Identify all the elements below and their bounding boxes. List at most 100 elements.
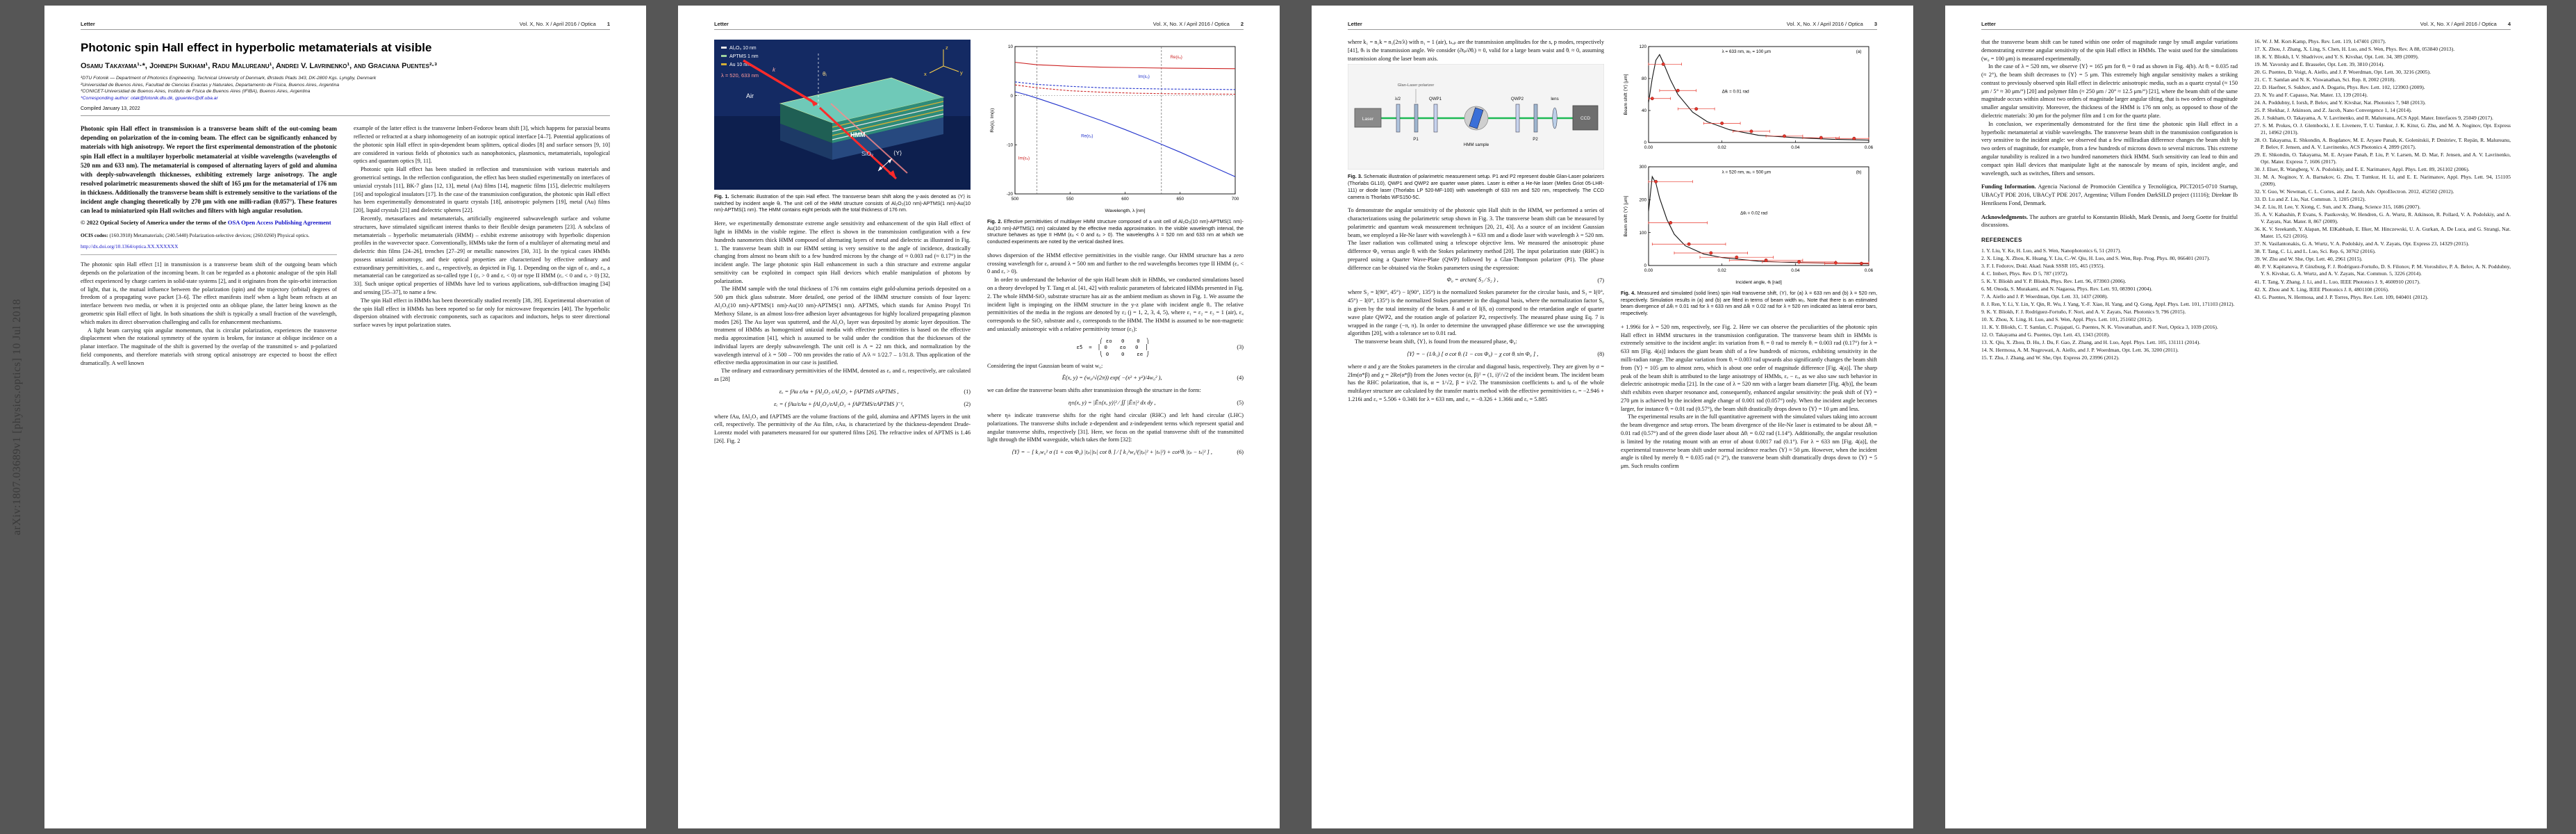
svg-text:λ = 520 nm, w₀ = 500 μm: λ = 520 nm, w₀ = 500 μm — [1722, 170, 1771, 174]
figure-4b-chart: 0.00 0.02 0.04 0.06 0 100 200 300 λ = 520 nm, w₀… — [1621, 160, 1877, 286]
block-text: The authors are grateful to Konstantin B… — [1981, 213, 2238, 229]
page-header: Letter Vol. X, No. X / April 2016 / Opti… — [1981, 21, 2511, 30]
text-block: 17. X. Zhou, J. Zhang, X. Ling, S. Chen,… — [2254, 46, 2511, 53]
block-text: Considering the input Gaussian beam of w… — [987, 362, 1103, 369]
svg-text:-10: -10 — [1007, 143, 1014, 148]
arxiv-watermark: arXiv:1807.03689v1 [physics.optics] 10 J… — [11, 299, 23, 535]
equation-number: (4) — [1237, 375, 1244, 382]
svg-text:(b): (b) — [1856, 170, 1862, 174]
block-text: 23. N. Yu and F. Capasso, Nat. Mater. 13… — [2254, 92, 2368, 99]
block-lead: Acknowledgments. — [1981, 213, 2029, 220]
block-text: The HMM sample with the total thickness … — [714, 286, 971, 366]
text-block: In conclusion, we experimentally demonst… — [1981, 120, 2238, 177]
block-text: 7. A. Aiello and J. P. Woerdman, Opt. Le… — [1981, 293, 2108, 300]
text-block: Φ₀ = arctan( S₃ ⁄ S₂ ) , (7) — [1348, 276, 1604, 284]
layer-legend-au: Au 10 nm — [729, 63, 750, 67]
text-block: The HMM sample with the total thickness … — [714, 285, 971, 367]
svg-text:0.04: 0.04 — [1791, 268, 1800, 273]
page-number: 3 — [1874, 21, 1877, 27]
column-text-blocks: where k₁ = n₁k = n₁(2π/λ) with n₁ = 1 (a… — [1348, 38, 1604, 63]
text-block: 14. N. Hermosa, A. M. Nugrowati, A. Aiel… — [1981, 347, 2238, 354]
page-header: Letter Vol. X, No. X / April 2016 / Opti… — [1348, 21, 1877, 30]
svg-text:0: 0 — [1644, 263, 1646, 268]
text-block: The transverse beam shift, ⟨Y⟩, is found… — [1348, 338, 1604, 346]
text-block: Considering the input Gaussian beam of w… — [987, 362, 1244, 370]
figure-3-caption: Fig. 3. Schematic illustration of polari… — [1348, 173, 1604, 200]
text-block: Ẽ(x, y) = (w₀/√(2π)) exp( −(x² + y²)/4w₀… — [987, 374, 1244, 382]
laser-label: Laser — [1362, 117, 1374, 122]
block-text: that the transverse beam shift can be tu… — [1981, 39, 2238, 62]
equation-number: (1) — [964, 388, 971, 395]
block-text: 25. P. Shekhar, J. Atkinson, and Z. Jaco… — [2254, 107, 2412, 114]
text-block: 8. J. Ren, Y. Li, Y. Lin, Y. Qin, R. Wu,… — [1981, 301, 2238, 308]
right-column: 500 550 600 650 700 -20 -10 0 10 Re(εₑ) Im(εₒ) Re(ε… — [987, 38, 1244, 461]
ocis-codes: OCIS codes: (160.3918) Metamaterials; (2… — [81, 232, 337, 239]
block-text: 41. T. Tang, Y. Zhang, J. Li, and L. Luo… — [2254, 278, 2420, 285]
svg-text:-20: -20 — [1007, 192, 1014, 197]
polarizer-2-label: P2 — [1533, 137, 1538, 142]
column-text-blocks: shows dispersion of the HMM effective pe… — [987, 252, 1244, 457]
svg-text:Δθᵢ = 0.01 rad: Δθᵢ = 0.01 rad — [1722, 90, 1749, 95]
lens-label: lens — [1551, 97, 1558, 101]
journal-volume-line: Vol. X, No. X / April 2016 / Optica — [519, 21, 596, 27]
left-column: where k₁ = n₁k = n₁(2π/λ) with n₁ = 1 (a… — [1348, 38, 1604, 471]
column-text-blocks: + 1.996i for λ = 520 nm, respectively, s… — [1621, 323, 1877, 471]
block-text: Here, we experimentally demonstrate extr… — [714, 220, 971, 284]
block-text: shows dispersion of the HMM effective pe… — [987, 252, 1244, 275]
article-type-label: Letter — [714, 21, 729, 27]
text-block: 4. C. Imbert, Phys. Rev. D 5, 787 (1972)… — [1981, 270, 2238, 277]
text-block: 27. S. M. Prokes, O. J. Glembocki, J. E.… — [2254, 122, 2511, 136]
svg-text:Beam shift ⟨Y⟩ [μm]: Beam shift ⟨Y⟩ [μm] — [1623, 74, 1628, 115]
svg-text:200: 200 — [1639, 198, 1646, 203]
svg-text:0.06: 0.06 — [1865, 268, 1874, 273]
text-block: 10. X. Zhou, X. Ling, H. Luo, and S. Wen… — [1981, 316, 2238, 323]
article-type-label: Letter — [1348, 21, 1362, 27]
paper-page-4: Letter Vol. X, No. X / April 2016 / Opti… — [1945, 6, 2547, 828]
svg-text:Beam shift ⟨Y⟩ [μm]: Beam shift ⟨Y⟩ [μm] — [1623, 195, 1628, 236]
ocis-label: OCIS codes: — [81, 231, 108, 238]
axis-y-label: y — [960, 70, 963, 76]
text-block: 36. K. V. Sreekanth, Y. Alapan, M. ElKab… — [2254, 226, 2511, 240]
block-text: 17. X. Zhou, J. Zhang, X. Ling, S. Chen,… — [2254, 46, 2455, 53]
affiliation-3: ³CONICET-Universidad de Buenos Aires, In… — [81, 89, 311, 95]
block-text: The photonic spin Hall effect [1] in tra… — [81, 261, 337, 325]
text-block: Funding Information. Agencia Nacional de… — [1981, 183, 2238, 207]
medium-label-air: Air — [746, 92, 754, 99]
block-text: where S₂ = I(90°, 45°) − I(90°, 135°) is… — [1348, 289, 1604, 337]
doi-link[interactable]: http://dx.doi.org/10.1364/optica.XX.XXXX… — [81, 243, 179, 250]
journal-info: Vol. X, No. X / April 2016 / Optica 3 — [1787, 21, 1877, 27]
figure-4-caption-text: Measured and simulated (solid lines) spi… — [1621, 290, 1877, 317]
svg-text:0.02: 0.02 — [1718, 268, 1727, 273]
corresponding-author-link[interactable]: *Corresponding author: otak@fotonik.dtu.… — [81, 95, 218, 101]
text-block: ⟨Y⟩ = − [ k₁w₀² σ (1 + cos Φ₀) |tₚ||tₛ| … — [987, 448, 1244, 457]
column-text-blocks: 16. W. J. M. Kort-Kamp, Phys. Rev. Lett.… — [2254, 38, 2511, 301]
text-block: 32. Y. Guo, W. Newman, C. L. Cortes, and… — [2254, 188, 2511, 195]
paper-page-1: Letter Vol. X, No. X / April 2016 / Opti… — [44, 6, 646, 828]
block-text: ⟨Y⟩ = − (1/k₁) [ σ cot θᵢ (1 − cos Φ₀) −… — [1406, 350, 1539, 357]
text-block: εₑ = ( fAu/εAu + fAl₂O₃/εAl₂O₃ + fAPTMS/… — [714, 400, 971, 409]
page-number: 4 — [2507, 21, 2511, 27]
svg-text:700: 700 — [1232, 197, 1239, 202]
block-text: we can define the transverse beam shifts… — [987, 387, 1201, 394]
figure-3-caption-label: Fig. 3. — [1348, 173, 1362, 180]
block-text: 15. T. Zhu, J. Zhang, and W. She, Opt. E… — [1981, 354, 2120, 361]
block-text: 6. M. Onoda, S. Murakami, and N. Nagaosa… — [1981, 285, 2153, 292]
svg-text:(a): (a) — [1856, 49, 1862, 54]
block-text: 29. E. Shkondin, O. Takayama, M. E. Arya… — [2254, 152, 2511, 165]
block-text: 9. K. Y. Bliokh, F. J. Rodríguez-Fortuño… — [1981, 308, 2186, 315]
block-text: 10. X. Zhou, X. Ling, H. Luo, and S. Wen… — [1981, 316, 2153, 322]
block-text: Ẽ(x, y) = (w₀/√(2π)) exp( −(x² + y²)/4w₀… — [1062, 375, 1162, 382]
block-text: 42. X. Zhou and X. Ling, IEEE Photonics … — [2254, 286, 2389, 293]
glan-laser-note: Glan-Laser polarizer — [1398, 83, 1435, 88]
journal-volume-line: Vol. X, No. X / April 2016 / Optica — [1786, 21, 1863, 27]
block-text: 36. K. V. Sreekanth, Y. Alapan, M. ElKab… — [2254, 226, 2511, 240]
osa-agreement-link[interactable]: OSA Open Access Publishing Agreement — [227, 218, 331, 226]
page-header: Letter Vol. X, No. X / April 2016 / Opti… — [714, 21, 1244, 30]
figure-1-caption-text: Schematic illustration of the spin Hall … — [714, 193, 971, 213]
text-block: 24. A. Poddubny, I. Iorsh, P. Belov, and… — [2254, 99, 2511, 106]
sample-label: HMM sample — [1464, 142, 1489, 147]
text-block: η±(x, y) = |Ẽ±(x, y)|² ⁄ ∬ |Ẽ±|² dx dy ,… — [987, 399, 1244, 407]
title-divider — [81, 115, 610, 117]
affiliation-1: ¹DTU Fotonik — Department of Photonics E… — [81, 76, 377, 81]
page-number: 2 — [1240, 21, 1244, 27]
